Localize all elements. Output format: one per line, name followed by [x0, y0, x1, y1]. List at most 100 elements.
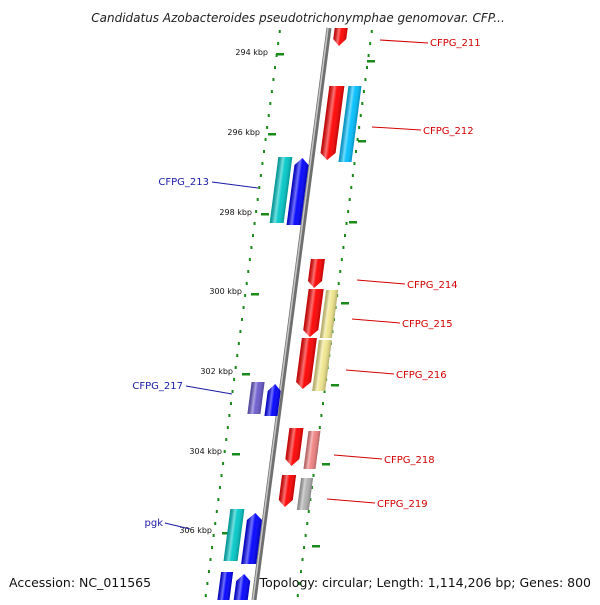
gene-partial-1[interactable] [216, 572, 234, 604]
scale-dot [223, 450, 226, 453]
gene-cfpg-212[interactable] [320, 86, 345, 160]
genome-backbone-highlight [252, 27, 329, 601]
callout-line-cfpg-215 [351, 318, 401, 324]
scale-major-tick [242, 373, 250, 376]
gene-cfpg-213[interactable] [286, 158, 310, 225]
gene-pgk[interactable] [241, 513, 263, 564]
kbp-label-304: 304 kbp [189, 447, 222, 456]
scale-major-tick [358, 140, 366, 143]
gene-cfpg-219-partner[interactable] [296, 478, 314, 510]
gene-cfpg-216[interactable] [295, 338, 317, 389]
gene-label-cfpg-216[interactable]: CFPG_216 [396, 370, 447, 381]
scale-dot [358, 126, 361, 129]
gene-label-cfpg-213[interactable]: CFPG_213 [158, 177, 209, 188]
gene-callouts [164, 39, 429, 530]
scale-dot [240, 318, 243, 321]
scale-dot [244, 294, 247, 297]
gene-label-cfpg-212[interactable]: CFPG_212 [423, 126, 474, 137]
gene-cfpg-217[interactable] [264, 384, 281, 416]
scale-dot [212, 534, 215, 537]
scale-dot [369, 42, 372, 45]
scale-dot [253, 222, 256, 225]
scale-dot [234, 366, 237, 369]
gene-cfpg-216-partner-shading [312, 340, 332, 391]
gene-cfpg-211-shading [333, 28, 348, 46]
gene-label-pgk[interactable]: pgk [145, 518, 164, 529]
gene-cfpg-215[interactable] [302, 289, 324, 337]
scale-dot [310, 486, 313, 489]
gene-cfpg-211[interactable] [332, 28, 348, 46]
gene-cfpg-217-partner[interactable] [247, 382, 265, 414]
gene-label-cfpg-217[interactable]: CFPG_217 [132, 381, 183, 392]
gene-cfpg-214-shading [308, 259, 325, 288]
scale-dot [222, 462, 225, 465]
gene-cfpg-214[interactable] [307, 259, 325, 288]
scale-dot [264, 138, 267, 141]
callout-line-cfpg-211 [379, 39, 429, 44]
scale-major-tick [341, 302, 349, 305]
scale-dot [366, 66, 369, 69]
scale-dot [225, 438, 228, 441]
scale-major-tick [349, 221, 357, 224]
gene-pgk-partner[interactable] [223, 509, 245, 561]
kbp-label-306: 306 kbp [179, 526, 212, 535]
gene-cfpg-216-shading [296, 338, 317, 389]
kbp-label-296: 296 kbp [227, 128, 260, 137]
gene-cfpg-218-partner[interactable] [303, 431, 321, 469]
gene-label-cfpg-218[interactable]: CFPG_218 [384, 455, 435, 466]
scale-dot [370, 30, 373, 33]
scale-dot [318, 426, 321, 429]
scale-dot [304, 534, 307, 537]
gene-cfpg-218-shading [285, 428, 304, 466]
gene-label-cfpg-215[interactable]: CFPG_215 [402, 319, 453, 330]
gene-partial-2-shading [232, 574, 251, 605]
gene-label-cfpg-214[interactable]: CFPG_214 [407, 280, 458, 291]
kbp-label-300: 300 kbp [209, 287, 242, 296]
scale-dot [299, 570, 302, 573]
scale-dot [355, 150, 358, 153]
scale-dot [231, 390, 234, 393]
gene-cfpg-217-shading [264, 384, 281, 416]
scale-dot [270, 90, 273, 93]
kbp-label-298: 298 kbp [219, 208, 252, 217]
scale-major-tick [232, 453, 240, 456]
gene-cfpg-215-partner[interactable] [319, 290, 339, 338]
gene-label-cfpg-211[interactable]: CFPG_211 [430, 38, 481, 49]
gene-cfpg-217-partner-shading [247, 382, 265, 414]
gene-cfpg-216-partner[interactable] [312, 340, 332, 391]
scale-dot [226, 426, 229, 429]
gene-cfpg-218[interactable] [284, 428, 304, 466]
scale-dot [220, 474, 223, 477]
scale-dot [323, 390, 326, 393]
gene-partial-2[interactable] [232, 574, 251, 605]
gene-pgk-shading [241, 513, 262, 564]
gene-cfpg-212-partner-shading [338, 86, 362, 162]
scale-dot [359, 114, 362, 117]
scale-dot [263, 150, 266, 153]
gene-cfpg-213-partner[interactable] [269, 157, 293, 223]
scale-dot [337, 282, 340, 285]
callout-line-cfpg-214 [356, 279, 406, 285]
scale-dot [303, 546, 306, 549]
scale-dot [343, 234, 346, 237]
scale-dot [239, 330, 242, 333]
gene-cfpg-212-partner[interactable] [338, 86, 362, 162]
scale-dot [218, 486, 221, 489]
scale-dot [307, 510, 310, 513]
kbp-label-294: 294 kbp [235, 48, 268, 57]
scale-dot [320, 414, 323, 417]
scale-track-left [204, 30, 284, 597]
gene-cfpg-212-shading [320, 86, 345, 160]
scale-major-tick [276, 53, 284, 56]
scale-major-tick [367, 60, 375, 63]
callout-line-pgk [164, 522, 191, 530]
gene-cfpg-219[interactable] [278, 475, 297, 507]
scale-dot [301, 558, 304, 561]
accession-text: Accession: NC_011565 [9, 575, 151, 590]
scale-dot [207, 570, 210, 573]
gene-label-cfpg-219[interactable]: CFPG_219 [377, 499, 428, 510]
scale-dot [236, 354, 239, 357]
scale-major-tick [312, 545, 320, 548]
gene-cfpg-219-partner-shading [296, 478, 314, 510]
scale-dot [353, 162, 356, 165]
